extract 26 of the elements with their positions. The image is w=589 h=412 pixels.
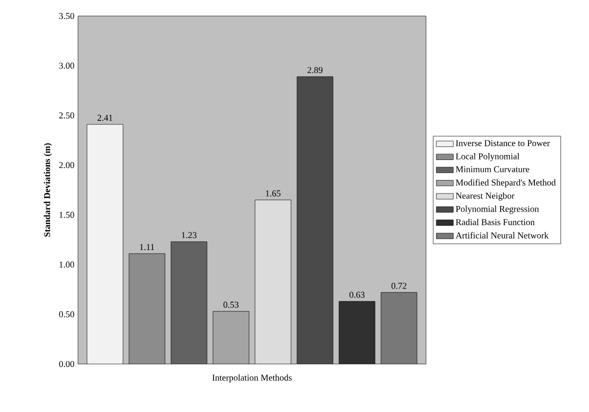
y-tick-label: 2.00 — [59, 162, 74, 168]
data-label: 1.65 — [266, 190, 281, 196]
y-tick-label: 1.50 — [60, 212, 74, 218]
data-label: 0.63 — [350, 292, 365, 298]
legend-label: Modified Shepard's Method — [456, 179, 556, 188]
y-tick-label: 3.50 — [59, 12, 74, 20]
legend-label: Artificial Neural Network — [456, 232, 549, 238]
x-axis-title: Interpolation Methods — [212, 374, 292, 382]
legend-label: Inverse Distance to Power — [456, 140, 550, 146]
y-tick-label: 0.50 — [59, 311, 74, 318]
y-tick-label: 0.00 — [59, 360, 74, 368]
data-label: 2.89 — [308, 67, 322, 74]
legend-label: Radial Basis Function — [456, 218, 535, 226]
data-label: 0.72 — [392, 282, 406, 289]
data-label: 1.11 — [140, 244, 154, 250]
legend-label: Nearest Neigbor — [456, 192, 514, 201]
y-tick-label: 2.50 — [59, 112, 74, 118]
data-label: 2.41 — [98, 114, 112, 121]
y-tick-label: 3.00 — [59, 62, 74, 69]
legend-label: Local Polynomial — [456, 153, 520, 162]
legend-label: Polynomial Regression — [456, 206, 539, 214]
y-tick-label: 1.00 — [60, 262, 74, 268]
legend-label: Minimum Curvature — [456, 166, 530, 172]
data-label: 1.23 — [182, 232, 197, 238]
y-axis-title: Standard Deviations (m) — [44, 143, 52, 237]
data-label: 0.53 — [224, 302, 239, 308]
